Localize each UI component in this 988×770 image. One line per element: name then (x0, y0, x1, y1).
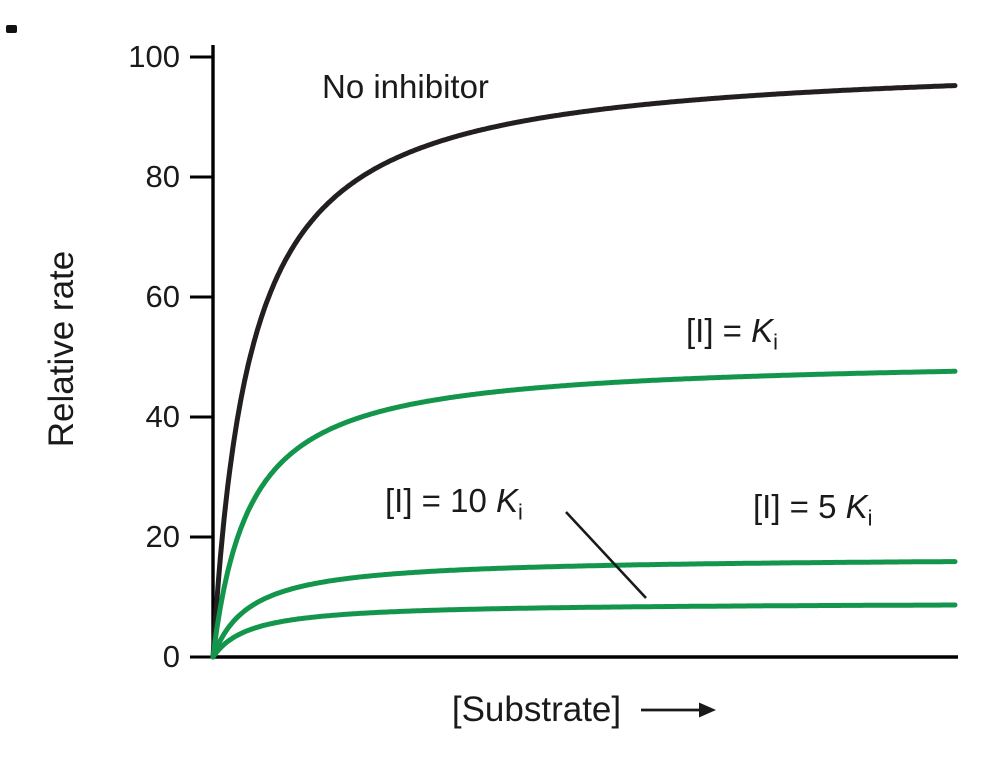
y-tick-label-80: 80 (145, 159, 180, 194)
annotation-i-equals-5ki: [I] = 5 Ki (753, 488, 873, 532)
curve-i-5-ki (210, 559, 958, 660)
ki10-pointer-line (565, 511, 647, 599)
curve-i-10-ki (210, 602, 958, 660)
annotation-ki-prefix: [I] = (686, 312, 752, 349)
y-axis-title: Relative rate (42, 250, 81, 448)
x-axis-title: [Substrate] (451, 690, 622, 729)
x-axis-title-row: [Substrate] (213, 690, 958, 730)
right-arrow-icon (641, 702, 717, 718)
y-tick-label-0: 0 (162, 639, 180, 674)
annotation-ki-subscript: i (773, 329, 778, 355)
annotation-ki-symbol: K (751, 312, 774, 349)
y-tick-label-60: 60 (145, 279, 180, 314)
y-ticks-layer (190, 55, 213, 659)
annotation-ki10-prefix: [I] = 10 (385, 482, 496, 519)
annotation-ki10-subscript: i (518, 499, 523, 525)
annotation-ki10-symbol: K (496, 482, 519, 519)
annotation-i-equals-ki: [I] = Ki (686, 312, 778, 356)
curve-no-inhibitor (210, 83, 958, 660)
curves-layer (210, 83, 958, 660)
annotation-ki5-subscript: i (867, 505, 873, 531)
y-tick-label-100: 100 (128, 39, 180, 74)
curve-i-ki (210, 368, 958, 660)
annotation-ki5-symbol: K (845, 488, 868, 525)
stray-mark (6, 25, 17, 33)
y-tick-label-20: 20 (145, 519, 180, 554)
y-tick-label-40: 40 (145, 399, 180, 434)
annotation-i-equals-10ki: [I] = 10 Ki (385, 482, 523, 526)
annotation-no-inhibitor: No inhibitor (322, 68, 489, 106)
annotation-ki5-prefix: [I] = 5 (753, 488, 846, 525)
annotation-no-inhibitor-text: No inhibitor (322, 68, 489, 105)
axes-layer (211, 45, 958, 659)
